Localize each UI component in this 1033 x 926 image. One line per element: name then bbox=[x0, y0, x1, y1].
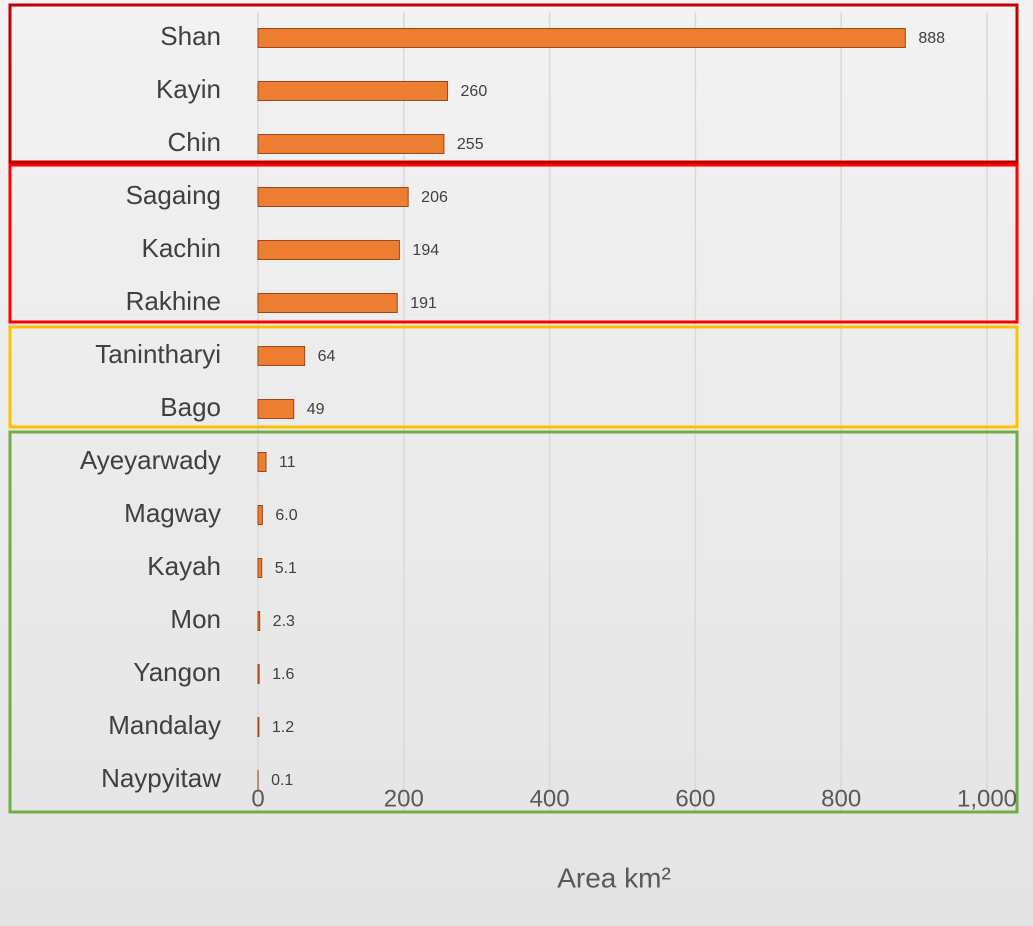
data-label: 5.1 bbox=[275, 560, 297, 577]
bar bbox=[257, 187, 409, 207]
group-box bbox=[8, 3, 1019, 164]
bar bbox=[257, 505, 263, 525]
bar bbox=[257, 346, 306, 366]
y-tick-label: Bago bbox=[160, 392, 221, 422]
y-tick-label: Naypyitaw bbox=[101, 763, 221, 793]
data-label: 206 bbox=[421, 189, 448, 206]
bar bbox=[257, 81, 449, 101]
data-label: 194 bbox=[412, 242, 439, 259]
y-tick-label: Rakhine bbox=[126, 286, 221, 316]
bar bbox=[257, 664, 260, 684]
bar bbox=[257, 717, 260, 737]
y-tick-label: Ayeyarwady bbox=[80, 445, 221, 475]
bar bbox=[257, 611, 261, 631]
bar bbox=[257, 28, 906, 48]
y-tick-label: Chin bbox=[168, 127, 221, 157]
group-box bbox=[8, 163, 1019, 324]
x-tick-label: 200 bbox=[384, 785, 424, 812]
y-tick-label: Yangon bbox=[133, 657, 221, 687]
data-label: 64 bbox=[318, 348, 336, 365]
data-label: 260 bbox=[461, 83, 488, 100]
plot bbox=[257, 28, 906, 790]
data-label: 49 bbox=[307, 401, 325, 418]
bar bbox=[257, 558, 263, 578]
y-tick-label: Sagaing bbox=[126, 180, 221, 210]
data-label: 888 bbox=[918, 30, 945, 47]
bar bbox=[257, 134, 445, 154]
x-tick-label: 0 bbox=[251, 785, 264, 812]
data-label: 2.3 bbox=[273, 613, 295, 630]
data-label: 1.2 bbox=[272, 719, 294, 736]
data-label: 255 bbox=[457, 136, 484, 153]
y-tick-label: Shan bbox=[160, 21, 221, 51]
y-tick-label: Kachin bbox=[142, 233, 222, 263]
y-tick-label: Magway bbox=[124, 498, 221, 528]
bar bbox=[257, 452, 267, 472]
x-tick-label: 600 bbox=[675, 785, 715, 812]
y-tick-label: Kayah bbox=[147, 551, 221, 581]
group-box bbox=[8, 430, 1019, 814]
bar bbox=[257, 240, 400, 260]
x-tick-label: 400 bbox=[530, 785, 570, 812]
data-label: 1.6 bbox=[272, 666, 294, 683]
x-tick-label: 800 bbox=[821, 785, 861, 812]
y-tick-label: Mandalay bbox=[108, 710, 221, 740]
bar bbox=[257, 399, 295, 419]
x-tick-label: 1,000 bbox=[957, 785, 1017, 812]
y-tick-label: Mon bbox=[170, 604, 221, 634]
data-label: 191 bbox=[410, 295, 437, 312]
bar bbox=[257, 293, 398, 313]
data-label: 0.1 bbox=[271, 772, 293, 789]
group-box bbox=[8, 325, 1019, 429]
data-label: 11 bbox=[279, 454, 296, 471]
y-tick-label: Tanintharyi bbox=[95, 339, 221, 369]
x-axis-title: Area km² bbox=[557, 862, 671, 893]
y-tick-label: Kayin bbox=[156, 74, 221, 104]
data-label: 6.0 bbox=[275, 507, 297, 524]
